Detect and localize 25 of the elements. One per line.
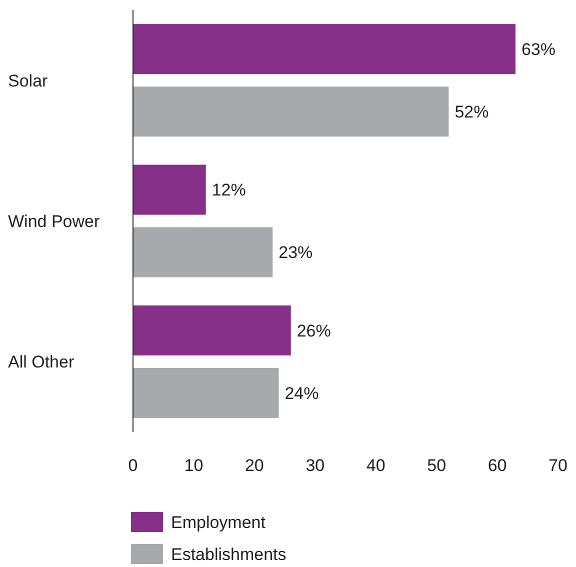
data-label: 63% — [522, 40, 556, 60]
x-tick-label: 60 — [488, 456, 507, 476]
x-tick-label: 20 — [244, 456, 264, 476]
bar — [133, 164, 206, 215]
y-tick-label: Wind Power — [8, 212, 100, 231]
data-label: 24% — [284, 384, 319, 403]
x-tick-label: 0 — [128, 456, 138, 476]
data-label: 23% — [278, 243, 313, 262]
bar — [133, 24, 516, 74]
x-tick-label: 30 — [306, 456, 325, 476]
bar — [133, 227, 273, 278]
data-label: 12% — [212, 180, 246, 200]
bar — [133, 305, 291, 356]
x-tick-label: 50 — [427, 456, 446, 476]
bar — [133, 368, 279, 418]
x-tick-label: 70 — [548, 456, 568, 476]
x-tick-label: 10 — [184, 456, 204, 476]
legend-label: Establishments — [171, 544, 286, 564]
y-tick-label: Solar — [8, 71, 48, 90]
legend-label: Employment — [171, 512, 266, 532]
bar — [133, 86, 449, 137]
data-label: 52% — [454, 102, 489, 122]
data-label: 26% — [296, 321, 331, 340]
y-tick-label: All Other — [8, 352, 74, 372]
x-tick-label: 40 — [366, 456, 386, 476]
